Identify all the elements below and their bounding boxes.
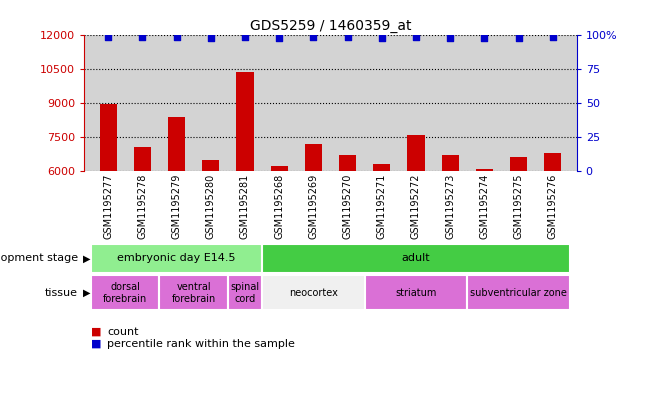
Point [205,35,216,41]
Bar [168,117,185,171]
Text: subventricular zone: subventricular zone [470,288,567,298]
Bar [91,275,159,310]
Point [308,33,319,40]
Title: GDS5259 / 1460359_at: GDS5259 / 1460359_at [249,19,411,33]
Text: striatum: striatum [395,288,437,298]
Text: ▶: ▶ [83,253,91,263]
Bar [510,157,527,171]
Bar [134,147,151,171]
Point [274,35,284,41]
Bar [408,135,424,171]
Bar [373,164,390,171]
Bar [237,72,253,171]
Bar [91,244,262,273]
Text: neocortex: neocortex [289,288,338,298]
Point [137,33,148,40]
Point [171,33,181,40]
Text: tissue: tissue [45,288,78,298]
Text: ▶: ▶ [83,288,91,298]
Bar [339,155,356,171]
Bar [100,104,117,171]
Text: count: count [107,327,139,337]
Bar [365,275,467,310]
Bar [467,275,570,310]
Text: ■: ■ [91,339,101,349]
Text: development stage: development stage [0,253,78,263]
Bar [262,275,365,310]
Text: spinal
cord: spinal cord [231,282,260,303]
Point [240,33,250,40]
Point [480,35,490,41]
Point [342,33,353,40]
Text: adult: adult [402,253,430,263]
Text: embryonic day E14.5: embryonic day E14.5 [117,253,236,263]
Point [376,35,387,41]
Point [513,35,524,41]
Bar [476,169,493,171]
Bar [271,167,288,171]
Text: ventral
forebrain: ventral forebrain [172,282,216,303]
Text: percentile rank within the sample: percentile rank within the sample [107,339,295,349]
Bar [305,144,322,171]
Point [411,33,421,40]
Bar [262,244,570,273]
Bar [228,275,262,310]
Bar [159,275,228,310]
Point [548,33,558,40]
Point [103,33,113,40]
Bar [544,153,561,171]
Point [445,35,456,41]
Text: dorsal
forebrain: dorsal forebrain [103,282,147,303]
Text: ■: ■ [91,327,101,337]
Bar [442,155,459,171]
Bar [202,160,219,171]
